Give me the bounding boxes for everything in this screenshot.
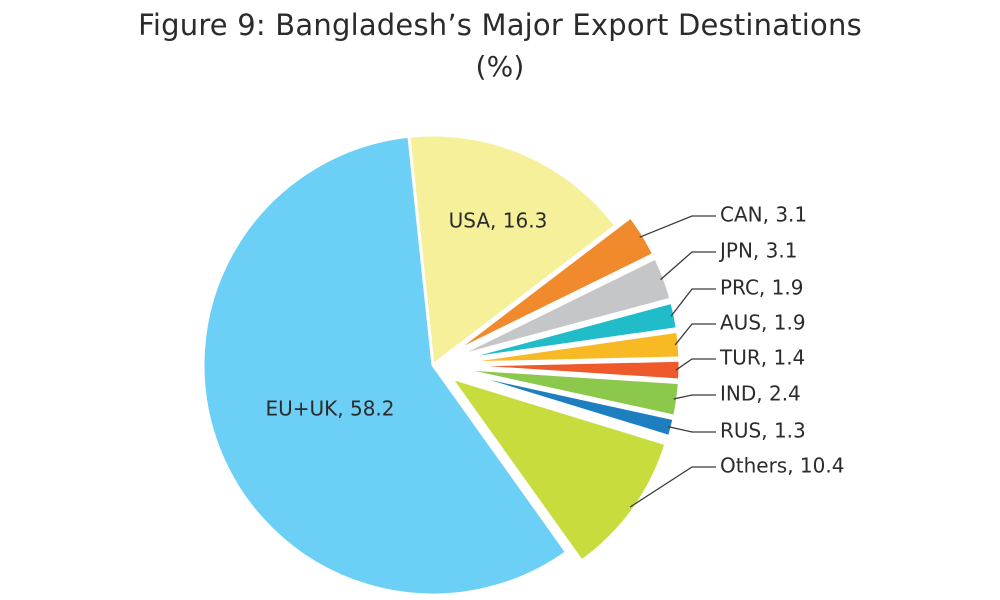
slice-label-prc: PRC, 1.9: [720, 276, 803, 300]
leader-line-others: [629, 466, 716, 508]
leader-line-rus: [667, 426, 716, 433]
pie-slice-jpn: [452, 256, 673, 359]
pie-slice-ind: [453, 366, 681, 418]
slice-label-eu-uk: EU+UK, 58.2: [265, 397, 394, 421]
pie-slice-prc: [453, 300, 679, 363]
leader-line-ind: [673, 394, 716, 400]
leader-line-jpn: [660, 251, 716, 281]
slice-label-rus: RUS, 1.3: [720, 419, 806, 443]
chart-title: Figure 9: Bangladesh’s Major Export Dest…: [138, 8, 862, 42]
leader-line-aus: [674, 323, 716, 346]
pie-slice-aus: [453, 329, 682, 365]
pie-slice-can: [450, 215, 656, 355]
slice-label-others: Others, 10.4: [720, 454, 844, 478]
slice-label-usa: USA, 16.3: [449, 209, 548, 233]
slice-label-can: CAN, 3.1: [720, 203, 807, 227]
leader-line-prc: [670, 288, 716, 317]
pie-slice-usa: [407, 133, 618, 367]
pie-slice-eu-uk: [201, 134, 569, 597]
leader-line-can: [639, 215, 716, 238]
pie-slice-tur: [453, 358, 682, 382]
slice-label-ind: IND, 2.4: [720, 382, 801, 406]
slice-label-jpn: JPN, 3.1: [718, 239, 797, 263]
chart-subtitle: (%): [475, 50, 525, 83]
slice-label-tur: TUR, 1.4: [719, 346, 805, 370]
leader-line-tur: [675, 358, 716, 371]
slice-label-aus: AUS, 1.9: [720, 311, 806, 335]
pie-slice-others: [449, 376, 668, 563]
